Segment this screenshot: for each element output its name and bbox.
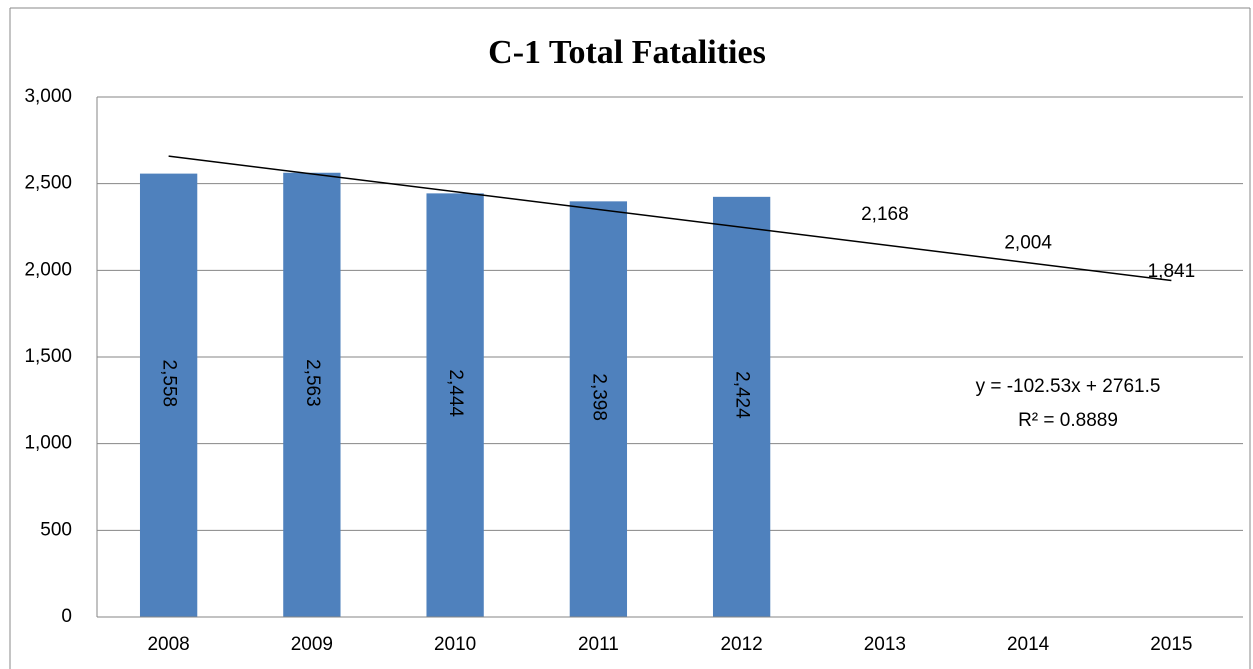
- data-label: 2,398: [588, 373, 609, 421]
- y-tick-label: 2,500: [24, 173, 72, 194]
- data-label: 2,168: [861, 204, 909, 225]
- y-tick-label: 1,500: [24, 346, 72, 367]
- chart-title: C-1 Total Fatalities: [488, 34, 766, 71]
- x-tick-label: 2015: [1150, 634, 1192, 655]
- y-tick-label: 2,000: [24, 259, 72, 280]
- bar: [712, 196, 771, 617]
- data-label: 2,444: [445, 369, 466, 417]
- data-label: 2,424: [732, 371, 753, 419]
- data-label: 2,563: [302, 359, 323, 407]
- data-label: 2,004: [1004, 233, 1052, 254]
- trend-equation: y = -102.53x + 2761.5: [976, 376, 1161, 397]
- x-tick-label: 2012: [720, 634, 762, 655]
- data-label: 2,558: [159, 360, 180, 408]
- x-tick-label: 2011: [578, 634, 619, 655]
- bar: [1143, 298, 1200, 617]
- trendline: [168, 155, 1172, 282]
- y-tick-label: 500: [40, 519, 72, 540]
- bar: [856, 241, 913, 617]
- bar: [139, 173, 198, 617]
- data-label: 1,841: [1148, 261, 1196, 282]
- x-tick-label: 2010: [434, 634, 476, 655]
- x-tick-label: 2009: [291, 634, 333, 655]
- y-tick-label: 1,000: [24, 433, 72, 454]
- y-tick-label: 3,000: [24, 86, 72, 107]
- x-tick-label: 2008: [147, 634, 189, 655]
- bar: [283, 172, 341, 617]
- bar: [426, 193, 484, 617]
- x-tick-label: 2013: [864, 634, 906, 655]
- bar: [569, 201, 628, 617]
- x-tick-label: 2014: [1007, 634, 1050, 655]
- y-tick-label: 0: [61, 606, 72, 627]
- trend-r-squared: R² = 0.8889: [1018, 410, 1118, 431]
